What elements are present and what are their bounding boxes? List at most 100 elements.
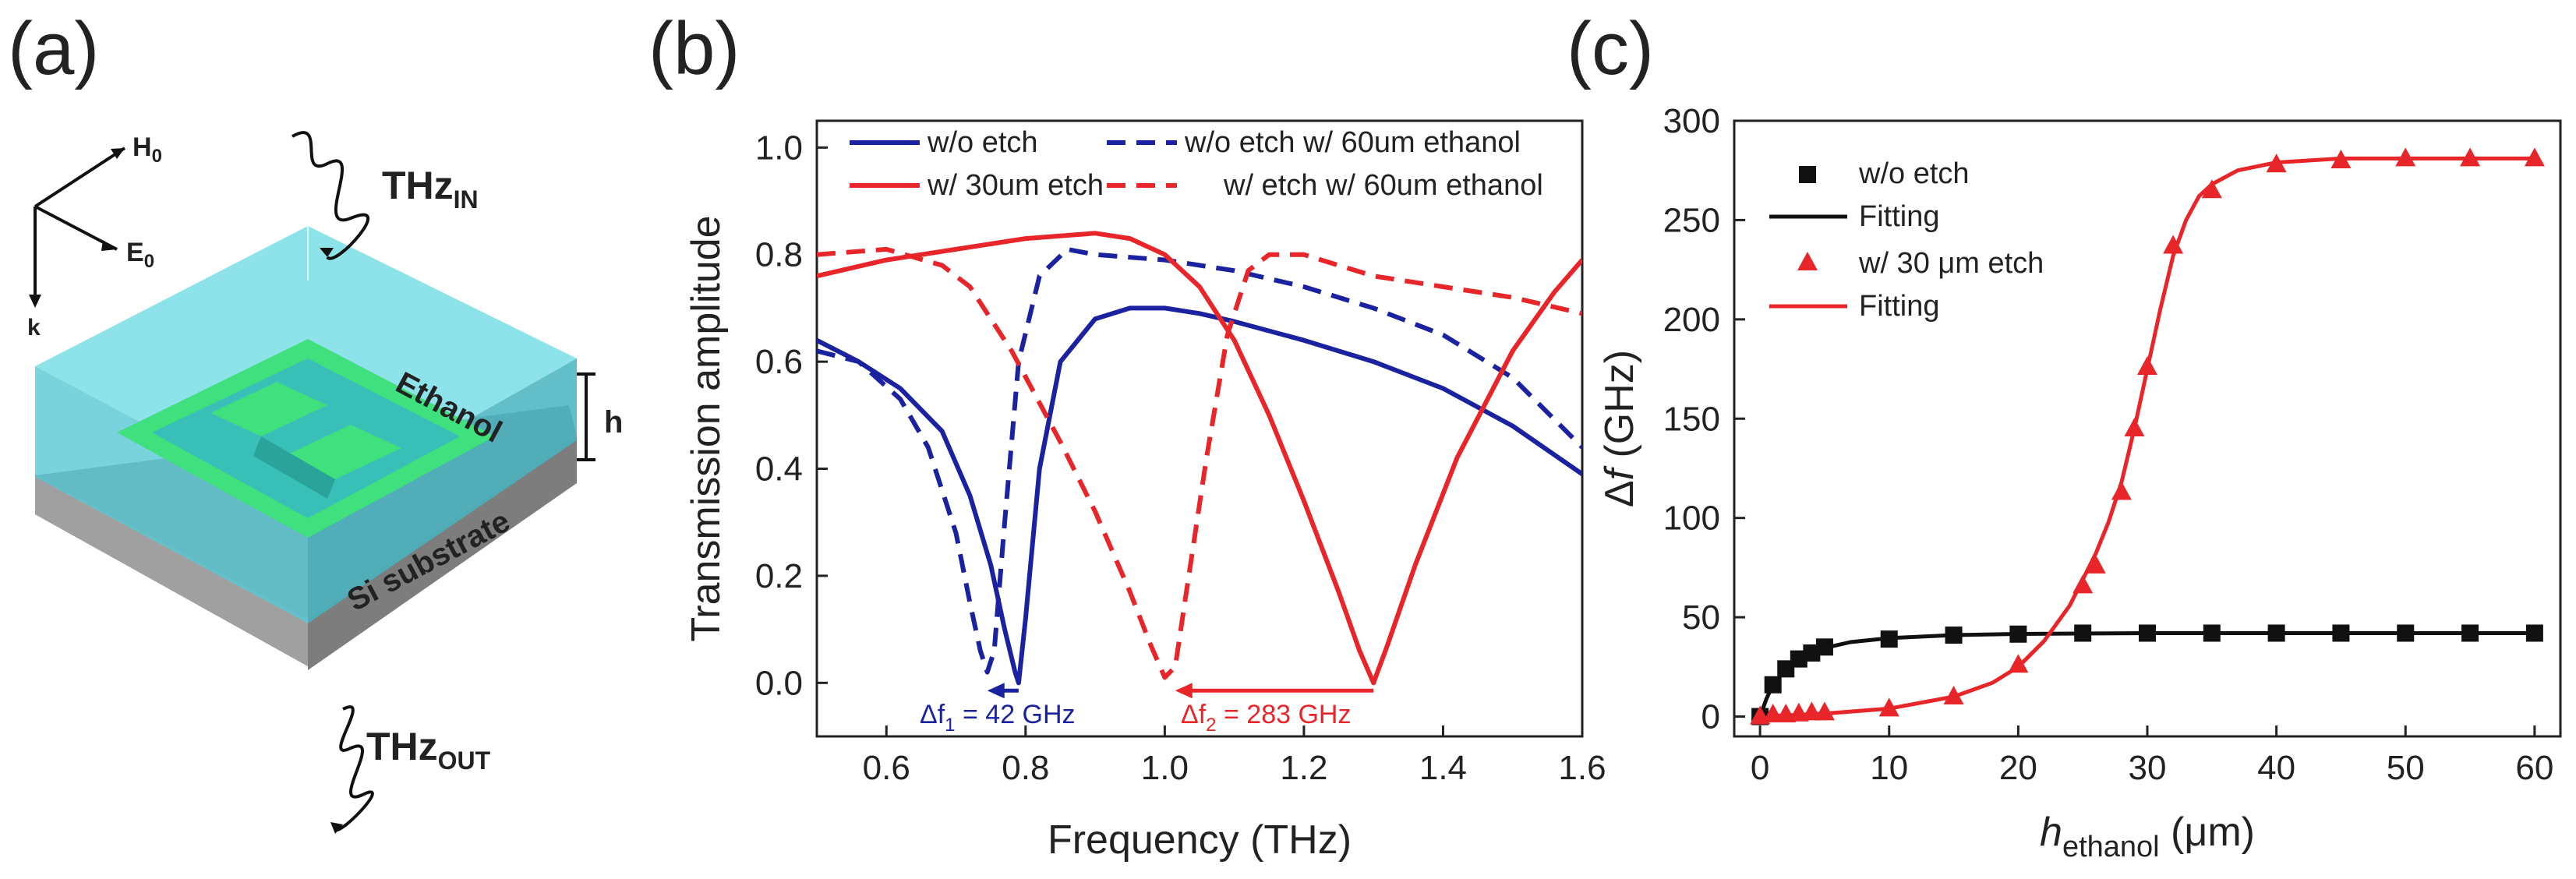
plot-frame [1733,119,2562,738]
x-tick-label: 0.8 [1002,749,1049,787]
resonator-arm-1 [210,382,327,436]
y-tick-label: 0.2 [755,557,803,595]
x-tick-label: 1.4 [1419,749,1467,787]
panel-a: (a) h Ethanol [8,7,623,834]
legend-label: Fitting [1859,200,1939,233]
legend-label: w/ 30 μm etch [1858,247,2044,280]
x-tick-label: 20 [1999,749,2037,787]
data-point-square [1945,627,1963,644]
x-axis-title: Frequency (THz) [1048,817,1352,863]
data-point-triangle [1943,686,1964,705]
panel-c: (c) 0 10 20 30 40 50 60 0 50 100 150 200 250 300 hetha… [1567,7,2562,863]
resonator-arm-side [253,436,335,499]
data-point-square [1815,638,1833,656]
x-tick-label: 10 [1870,749,1908,787]
data-point-triangle [2163,235,2184,254]
y-axis-title-italic: f [1597,465,1642,480]
series-line-w-o-etch [817,305,1582,686]
thz-out-label: THzOUT [366,725,491,775]
y-tick-label: 300 [1663,102,1720,140]
thz-out-wave: THzOUT [330,705,491,834]
data-point-square [2009,625,2027,643]
x-tick-label: 1.6 [1558,749,1606,787]
coordinate-axes: H0 E0 k [27,132,162,341]
thz-in-wave: THzIN [292,131,479,260]
height-marker: h [577,372,623,461]
x-tick-label: 30 [2129,749,2167,787]
series-line-w-30um-etch [817,231,1582,686]
series-line-w-o-etch-w-60um-ethanol [817,246,1582,675]
data-point-square [1803,644,1821,662]
ethanol-right-face [308,358,577,623]
x-tick-label: 0.6 [863,749,910,787]
y-tick-label: 0.0 [755,664,803,702]
data-point-triangle [2085,554,2106,574]
y-tick-label: 0.4 [755,450,803,489]
y-tick-label: 100 [1663,500,1720,538]
data-point-triangle [2072,574,2094,594]
h0-label: H0 [133,132,162,167]
data-point-square [1790,650,1807,668]
e0-label: E0 [126,238,154,272]
panel-a-label: (a) [8,7,99,90]
y-tick-label: 0.6 [755,343,803,381]
resonator-ring-inner-gap [152,358,460,518]
data-point-triangle [1762,703,1783,722]
data-point-triangle [2111,481,2132,500]
data-point-triangle [2266,154,2287,173]
legend-marker-square [1799,166,1816,183]
data-point-triangle [2008,654,2029,673]
panel-b-label: (b) [648,7,740,90]
data-point-square [2461,624,2479,642]
annotation-label: Δf1 = 42 GHz [920,700,1076,736]
fit-line [1758,631,2535,718]
data-point-triangle [2330,149,2352,168]
resonator-arm-2 [284,425,401,479]
x-axis-title-main: h [2040,810,2062,855]
chart-b: 0.6 0.8 1.0 1.2 1.4 1.6 0.0 0.2 0.4 0.6 0.8 1.0 Freq… [684,119,1606,863]
height-label: h [604,405,623,440]
y-axis-title: Transmission amplitude [684,215,729,641]
annotation-label-sub: 1 [945,715,955,736]
annotation-label-value: = 283 GHz [1217,700,1352,729]
legend-label: w/ 30um etch [927,169,1104,202]
ethanol-left-face [35,366,308,623]
data-point-square [2332,624,2350,642]
data-point-triangle [1878,697,1899,717]
k-label: k [27,315,41,341]
substrate-right-face [308,436,577,670]
y-tick-label: 150 [1663,400,1720,438]
annotation-label-sub: 2 [1206,715,1216,736]
y-tick-label: 200 [1663,301,1720,339]
data-point-square [2397,624,2415,642]
annotation-label-main: Δf [1181,700,1207,729]
x-tick-label: 60 [2515,749,2553,787]
data-point-triangle [2395,147,2416,167]
data-point-square [1880,630,1898,648]
plot-frame [815,119,1584,738]
y-tick-label: 50 [1682,598,1720,637]
legend-label: w/o etch [1858,157,1970,190]
chart-c: 0 10 20 30 40 50 60 0 50 100 150 200 250 300 hethanol … [1597,102,2562,863]
data-point-triangle [2124,418,2145,436]
data-point-triangle [1814,701,1835,721]
legend-label: w/o etch w/ 60um ethanol [1184,126,1521,159]
data-point-square [2525,624,2543,642]
annotation-arrowhead [987,683,1005,699]
x-axis-title-unit: (μm) [2160,810,2255,855]
data-point-triangle [1801,701,1822,721]
x-axis-title-sub: ethanol [2062,831,2160,863]
data-point-square [2139,624,2156,642]
y-axis-title: Δf (GHz) [1597,350,1642,507]
data-point-square [2203,624,2221,642]
data-point-triangle [2201,179,2222,199]
annotation-label-main: Δf [920,700,945,729]
data-point-triangle [2524,147,2545,167]
data-point-square [1777,660,1795,678]
data-point-square [2074,624,2092,642]
x-axis-title: hethanol (μm) [2040,810,2255,863]
data-point-square [1764,676,1782,694]
data-point-triangle [2137,356,2157,375]
legend-label: Fitting [1859,290,1939,323]
